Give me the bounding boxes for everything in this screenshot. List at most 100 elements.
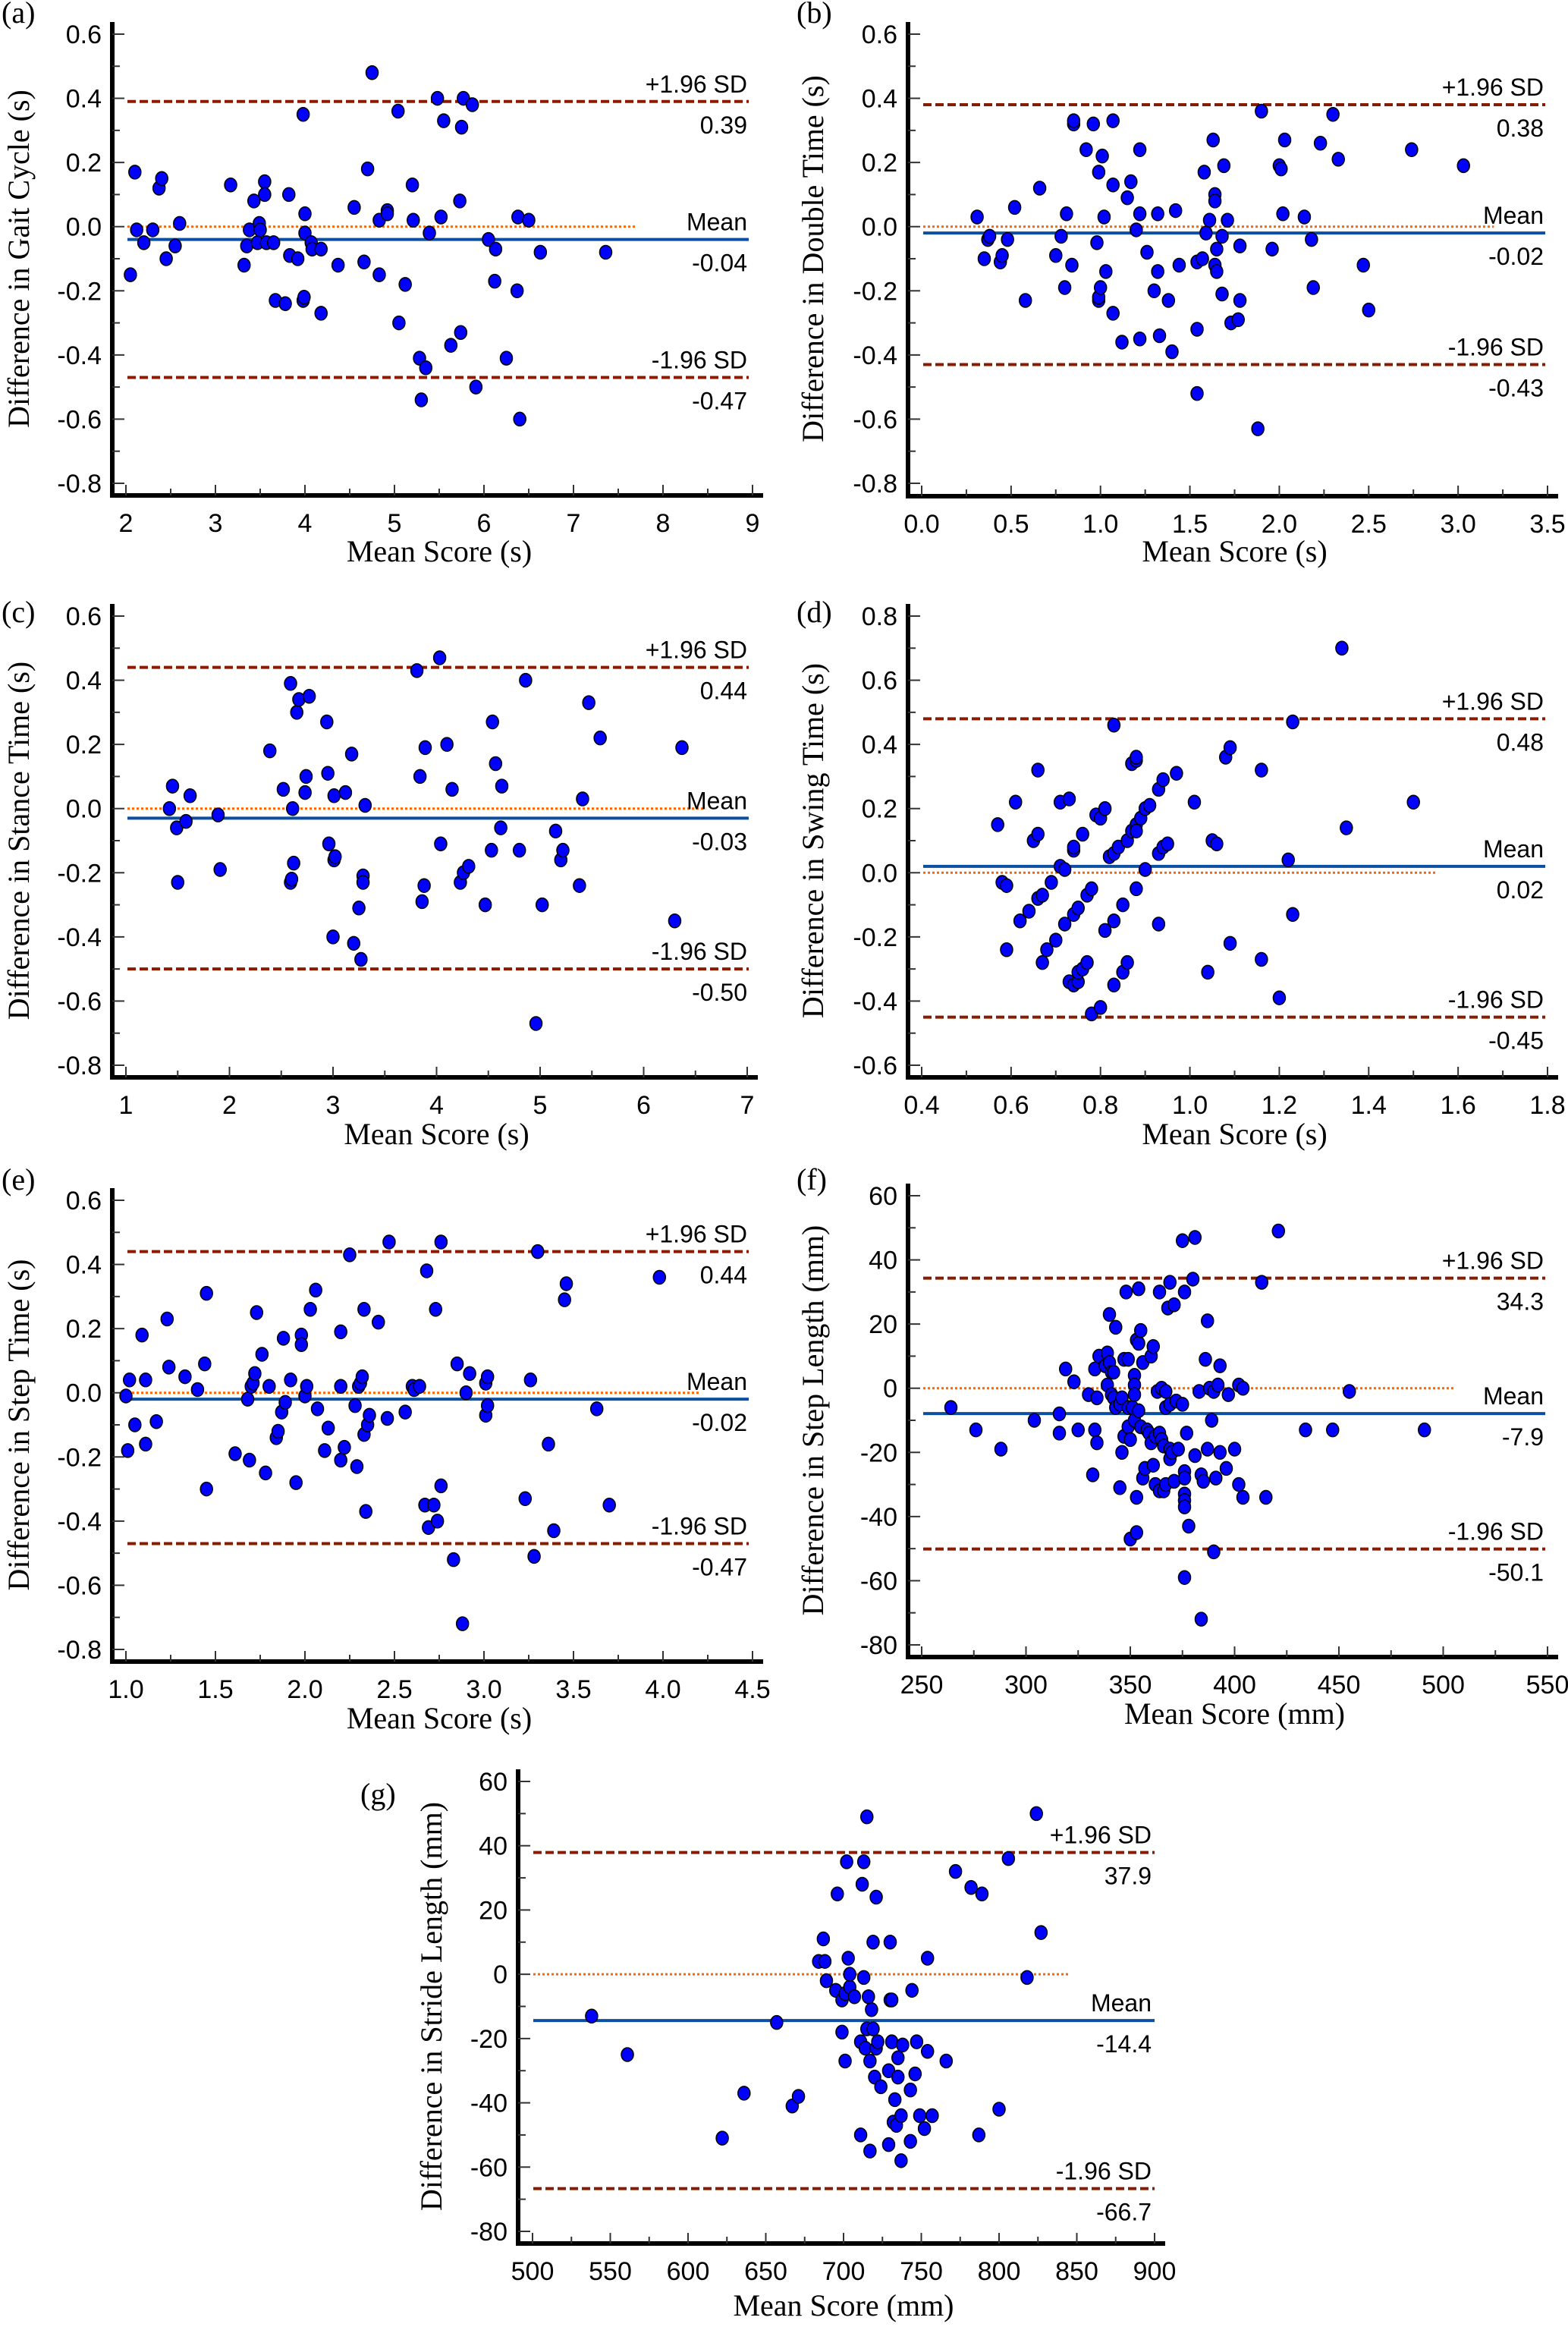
- data-point: [970, 209, 984, 225]
- data-point: [343, 1247, 357, 1262]
- x-tick-label: 1: [119, 1091, 134, 1120]
- data-point: [533, 244, 548, 260]
- data-point: [128, 165, 142, 180]
- panel-b-double-time: (b) -0.8 -0.6 -0.4 -0.2 0.0 0.2 0.4 0.6 0.0 0.5 1.0…: [796, 0, 1566, 568]
- data-point: [995, 248, 1009, 263]
- data-point: [519, 672, 533, 688]
- data-point: [1057, 280, 1072, 295]
- data-point: [1161, 836, 1174, 851]
- data-point: [1120, 190, 1134, 206]
- data-point: [1201, 1442, 1214, 1457]
- data-point: [1170, 766, 1183, 781]
- data-point: [1132, 1281, 1145, 1297]
- lower-loa-value-label: -0.47: [692, 1553, 747, 1580]
- x-tick-label: 350: [1109, 1671, 1152, 1700]
- panel-label: (d): [797, 595, 832, 629]
- x-tick-label: 4.0: [645, 1675, 680, 1704]
- panel-d-swing-time: (d) -0.6 -0.4 -0.2 0.0 0.2 0.4 0.6 0.8 0.4 0.6 0.8 1…: [796, 595, 1566, 1151]
- data-point: [310, 1401, 325, 1417]
- x-tick-label: 1.0: [1083, 510, 1118, 539]
- data-point: [1035, 888, 1049, 903]
- x-tick-label: 6: [477, 509, 492, 538]
- data-point: [903, 2133, 917, 2149]
- data-point: [355, 1369, 369, 1385]
- data-point: [1255, 103, 1268, 119]
- data-point: [1215, 228, 1229, 244]
- y-tick-label: -0.8: [57, 470, 102, 498]
- data-point: [1299, 1422, 1312, 1438]
- data-point: [1176, 1233, 1189, 1248]
- y-tick-label: 0.0: [66, 795, 102, 824]
- x-tick-label: 7: [567, 509, 581, 538]
- mean-value-label: -0.02: [1488, 243, 1544, 270]
- data-point: [159, 251, 173, 266]
- y-tick-label: -20: [470, 2025, 507, 2054]
- data-point: [1106, 306, 1120, 321]
- mean-label: Mean: [1091, 1989, 1152, 2017]
- data-point: [1057, 862, 1072, 877]
- data-point: [1076, 826, 1089, 842]
- data-point: [482, 231, 495, 247]
- y-tick-label: -40: [470, 2089, 507, 2118]
- data-point: [1456, 158, 1470, 174]
- data-point: [1092, 165, 1106, 180]
- data-point: [1106, 177, 1120, 193]
- data-point: [1130, 1489, 1143, 1505]
- data-point: [881, 2137, 896, 2152]
- y-tick-label: -0.2: [853, 923, 897, 952]
- y-tick-label: 0: [493, 1961, 507, 1989]
- data-point: [991, 817, 1004, 832]
- data-point: [1020, 1970, 1034, 1986]
- data-point: [432, 650, 447, 665]
- data-point: [354, 951, 368, 967]
- x-tick-label: 3.0: [1441, 510, 1476, 539]
- data-point: [363, 1407, 376, 1423]
- data-point: [480, 1398, 495, 1413]
- x-tick-label: 850: [1055, 2257, 1098, 2286]
- data-point: [309, 1282, 322, 1298]
- data-point: [398, 277, 412, 292]
- data-point: [1255, 1275, 1268, 1290]
- data-point: [883, 1935, 897, 1950]
- data-point: [417, 878, 431, 893]
- data-point: [359, 1504, 372, 1519]
- x-tick-label: 5: [388, 509, 402, 538]
- x-axis-title: Mean Score (mm): [733, 2288, 954, 2322]
- data-point: [463, 1366, 476, 1382]
- mean-value-label: -14.4: [1096, 2030, 1152, 2058]
- data-point: [445, 781, 459, 797]
- y-tick-label: 0.6: [862, 667, 897, 696]
- data-point: [1079, 142, 1093, 157]
- data-point: [1210, 264, 1224, 279]
- data-point: [1187, 794, 1202, 810]
- data-point: [513, 411, 526, 427]
- data-point: [278, 1395, 292, 1410]
- data-point: [1362, 302, 1376, 318]
- data-point: [178, 1369, 192, 1385]
- data-point: [321, 1420, 335, 1435]
- data-point: [1065, 257, 1079, 273]
- data-point: [1040, 942, 1054, 957]
- data-point: [1405, 142, 1419, 157]
- x-tick-label: 1.4: [1351, 1091, 1387, 1120]
- data-point: [247, 193, 261, 209]
- data-point: [1090, 1435, 1104, 1451]
- data-point: [1356, 257, 1370, 273]
- data-point: [1177, 1470, 1192, 1486]
- upper-loa-label: +1.96 SD: [1050, 1822, 1152, 1849]
- data-point: [1281, 852, 1295, 868]
- data-point: [972, 2127, 986, 2143]
- panel-g-stride-length: (g) -80 -60 -40 -20 0 20 40 60 500 550 600 650 700 750…: [360, 1768, 1176, 2322]
- data-point: [258, 174, 272, 190]
- data-point: [1067, 1374, 1081, 1390]
- data-point: [1331, 152, 1345, 167]
- data-point: [593, 730, 607, 746]
- data-point: [675, 740, 689, 756]
- y-tick-label: 0.6: [862, 20, 897, 49]
- data-point: [869, 1889, 883, 1905]
- data-point: [599, 244, 613, 260]
- data-point: [1255, 763, 1268, 778]
- data-point: [478, 897, 492, 913]
- data-point: [1182, 1518, 1196, 1534]
- mean-value-label: -0.04: [692, 250, 747, 277]
